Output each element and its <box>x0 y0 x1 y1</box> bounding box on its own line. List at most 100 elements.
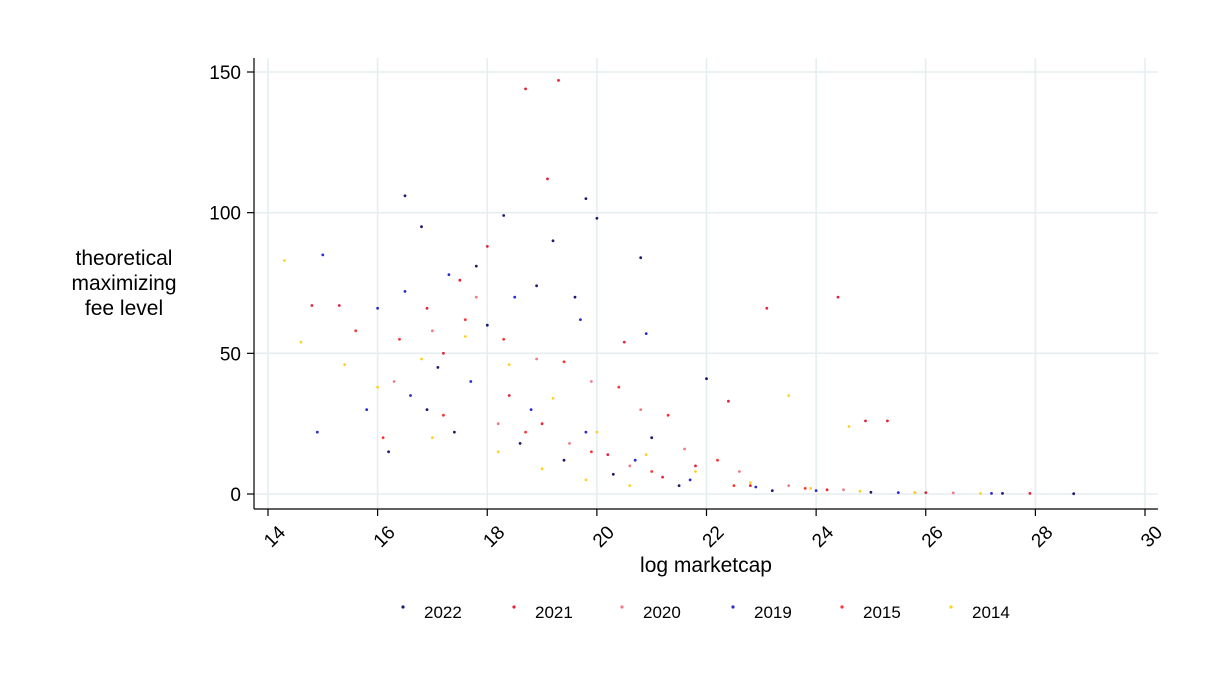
point-series-2021 <box>661 475 664 479</box>
legend-label-2021: 2021 <box>535 603 573 622</box>
point-series-2019 <box>814 489 818 492</box>
point-series-2022 <box>869 490 873 494</box>
point-series-2019 <box>529 408 533 411</box>
grid-lines <box>254 58 1158 509</box>
y-tick-label: 100 <box>209 204 241 225</box>
point-series-2020 <box>496 422 500 426</box>
point-series-2022 <box>387 450 390 454</box>
point-series-2021 <box>425 306 429 310</box>
point-series-2021 <box>825 488 829 492</box>
y-axis-title-line-2: maximizing <box>71 272 176 295</box>
point-series-2020 <box>842 488 845 492</box>
point-series-2021 <box>694 464 697 468</box>
point-series-2015 <box>732 484 736 487</box>
point-series-2021 <box>765 306 769 310</box>
x-tick-label: 14 <box>260 522 290 552</box>
legend-label-2022: 2022 <box>424 603 462 622</box>
point-series-2022 <box>611 472 615 476</box>
point-series-2021 <box>458 278 462 282</box>
point-series-2022 <box>650 436 654 440</box>
point-series-2019 <box>633 458 637 462</box>
point-series-2014 <box>496 450 500 454</box>
point-series-2022 <box>436 366 440 369</box>
point-series-2019 <box>409 394 412 397</box>
x-tick-label: 24 <box>808 522 838 552</box>
point-series-2019 <box>688 478 692 482</box>
legend-marker-2022 <box>401 605 405 609</box>
point-series-2014 <box>431 436 434 440</box>
point-series-2015 <box>716 458 719 462</box>
point-series-2014 <box>584 478 588 482</box>
point-series-2014 <box>299 340 303 344</box>
point-series-2019 <box>579 318 582 321</box>
point-series-2015 <box>562 360 566 364</box>
x-tick-label: 22 <box>699 522 729 552</box>
point-series-2020 <box>568 442 571 445</box>
x-tick-label: 26 <box>918 522 948 552</box>
point-series-2014 <box>847 425 851 428</box>
point-series-2022 <box>502 214 506 217</box>
point-series-2019 <box>469 380 473 383</box>
point-series-2014 <box>507 363 511 366</box>
point-series-2022 <box>551 239 555 243</box>
point-series-2019 <box>447 273 451 276</box>
data-points <box>283 79 1076 496</box>
point-series-2014 <box>809 487 812 490</box>
point-series-2022 <box>677 484 681 487</box>
point-series-2022 <box>562 458 566 462</box>
point-series-2019 <box>321 253 325 257</box>
legend-marker-2015 <box>840 605 844 609</box>
point-series-2022 <box>425 408 429 411</box>
point-series-2020 <box>392 380 396 383</box>
legend-marker-2021 <box>512 605 516 609</box>
point-series-2021 <box>485 245 489 248</box>
point-series-2021 <box>1028 492 1032 495</box>
legend-marker-2019 <box>731 605 735 609</box>
point-series-2019 <box>584 430 588 434</box>
point-series-2021 <box>546 177 549 181</box>
point-series-2020 <box>474 295 478 299</box>
x-tick-label: 20 <box>589 522 619 552</box>
point-series-2021 <box>557 79 560 82</box>
point-series-2015 <box>650 470 654 473</box>
point-series-2014 <box>343 363 347 366</box>
axes <box>247 58 1158 516</box>
point-series-2021 <box>727 399 730 403</box>
point-series-2020 <box>639 408 643 411</box>
legend-label-2020: 2020 <box>643 603 681 622</box>
point-series-2021 <box>507 394 511 397</box>
point-series-2022 <box>705 377 708 381</box>
point-series-2014 <box>283 259 286 262</box>
point-series-2015 <box>617 385 621 389</box>
point-series-2019 <box>644 332 648 335</box>
point-series-2019 <box>315 430 319 434</box>
legend-label-2014: 2014 <box>972 603 1010 622</box>
legend-marker-2020 <box>620 605 624 609</box>
point-series-2015 <box>666 413 670 417</box>
point-series-2015 <box>463 318 467 321</box>
point-series-2014 <box>694 470 697 473</box>
point-series-2022 <box>584 197 588 201</box>
point-series-2022 <box>474 264 478 268</box>
point-series-2014 <box>644 453 648 456</box>
point-series-2021 <box>310 304 314 307</box>
point-series-2019 <box>754 485 758 489</box>
point-series-2019 <box>896 491 900 494</box>
point-series-2020 <box>628 464 632 468</box>
point-series-2014 <box>979 492 982 495</box>
point-series-2021 <box>924 491 928 494</box>
point-series-2022 <box>595 216 599 220</box>
point-series-2022 <box>770 489 774 492</box>
point-series-2020 <box>951 491 955 495</box>
point-series-2014 <box>420 357 423 361</box>
point-series-2022 <box>573 295 577 299</box>
y-axis-title-line-1: theoretical <box>76 247 173 270</box>
point-series-2022 <box>1072 492 1076 496</box>
point-series-2020 <box>683 447 686 451</box>
point-series-2022 <box>420 225 423 229</box>
y-tick-label: 50 <box>220 344 241 365</box>
x-tick-label: 16 <box>370 522 400 552</box>
point-series-2014 <box>595 430 599 434</box>
point-series-2020 <box>431 329 434 333</box>
point-series-2014 <box>787 394 791 397</box>
